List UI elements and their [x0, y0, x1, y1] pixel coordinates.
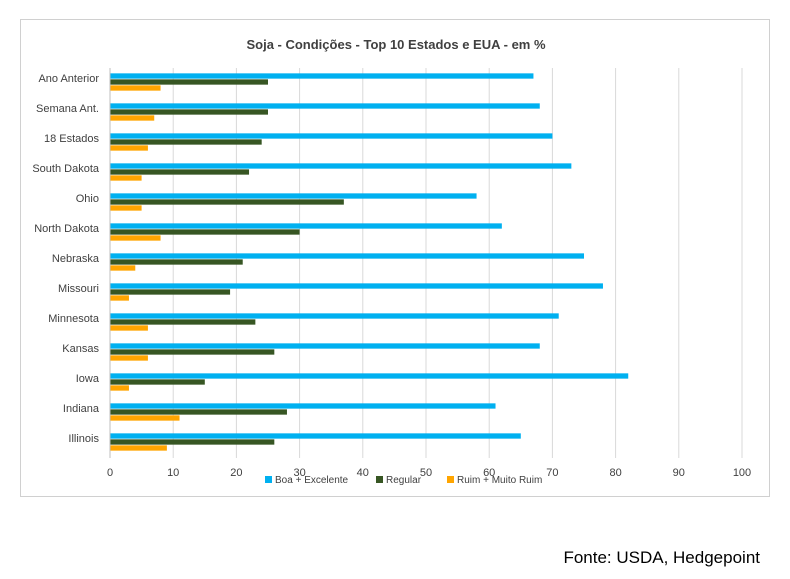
bar-ruim-muito-ruim — [110, 325, 148, 331]
bar-ruim-muito-ruim — [110, 205, 142, 211]
bar-ruim-muito-ruim — [110, 85, 161, 91]
bar-regular — [110, 439, 275, 445]
bar-boa-excelente — [110, 193, 477, 199]
x-tick-label: 30 — [293, 467, 305, 479]
bar-boa-excelente — [110, 253, 584, 259]
x-tick-label: 0 — [107, 467, 113, 479]
y-category-label: Indiana — [63, 403, 100, 415]
legend-swatch — [265, 476, 272, 483]
bar-ruim-muito-ruim — [110, 355, 148, 361]
x-tick-label: 40 — [357, 467, 369, 479]
y-category-label: Iowa — [76, 373, 100, 385]
bar-regular — [110, 229, 300, 235]
bar-boa-excelente — [110, 103, 540, 109]
y-category-label: Ano Anterior — [38, 73, 99, 85]
bar-ruim-muito-ruim — [110, 235, 161, 241]
y-category-label: Minnesota — [48, 313, 100, 325]
y-category-label: Ohio — [76, 193, 99, 205]
y-category-label: Missouri — [58, 283, 99, 295]
bar-boa-excelente — [110, 163, 572, 169]
bar-boa-excelente — [110, 403, 496, 409]
x-tick-label: 50 — [420, 467, 432, 479]
x-tick-label: 60 — [483, 467, 495, 479]
bar-regular — [110, 289, 231, 295]
chart-title: Soja - Condições - Top 10 Estados e EUA … — [246, 37, 545, 52]
bar-regular — [110, 319, 256, 325]
bar-regular — [110, 109, 268, 115]
x-tick-label: 20 — [230, 467, 242, 479]
bar-regular — [110, 379, 205, 385]
bar-regular — [110, 79, 268, 85]
bar-regular — [110, 349, 275, 355]
y-category-label: 18 Estados — [44, 133, 100, 145]
x-tick-label: 100 — [733, 467, 751, 479]
bar-regular — [110, 169, 250, 175]
x-tick-label: 70 — [546, 467, 558, 479]
bar-ruim-muito-ruim — [110, 175, 142, 181]
bar-regular — [110, 139, 262, 145]
bar-ruim-muito-ruim — [110, 265, 136, 271]
legend-label: Boa + Excelente — [275, 475, 349, 486]
legend-label: Ruim + Muito Ruim — [457, 475, 542, 486]
bar-ruim-muito-ruim — [110, 295, 129, 301]
y-category-label: Nebraska — [52, 253, 100, 265]
bar-boa-excelente — [110, 283, 603, 289]
x-tick-label: 10 — [167, 467, 179, 479]
bar-boa-excelente — [110, 343, 540, 349]
bar-ruim-muito-ruim — [110, 385, 129, 391]
legend-label: Regular — [386, 475, 422, 486]
x-tick-label: 90 — [673, 467, 685, 479]
bar-ruim-muito-ruim — [110, 415, 180, 421]
legend-swatch — [447, 476, 454, 483]
bar-boa-excelente — [110, 223, 502, 229]
bar-regular — [110, 199, 344, 205]
x-tick-label: 80 — [609, 467, 621, 479]
chart-frame: Soja - Condições - Top 10 Estados e EUA … — [20, 19, 770, 497]
bar-boa-excelente — [110, 313, 559, 319]
bar-boa-excelente — [110, 73, 534, 79]
bar-boa-excelente — [110, 433, 521, 439]
y-category-label: North Dakota — [34, 223, 100, 235]
bar-ruim-muito-ruim — [110, 115, 155, 121]
bar-chart: Soja - Condições - Top 10 Estados e EUA … — [32, 37, 751, 486]
bar-boa-excelente — [110, 133, 553, 139]
bar-regular — [110, 409, 287, 415]
y-category-label: Illinois — [68, 433, 99, 445]
bar-boa-excelente — [110, 373, 629, 379]
y-category-label: Semana Ant. — [36, 103, 99, 115]
y-category-label: South Dakota — [32, 163, 100, 175]
bar-ruim-muito-ruim — [110, 145, 148, 151]
y-category-label: Kansas — [62, 343, 99, 355]
bar-regular — [110, 259, 243, 265]
legend-swatch — [376, 476, 383, 483]
bar-ruim-muito-ruim — [110, 445, 167, 451]
source-credit: Fonte: USDA, Hedgepoint — [563, 548, 760, 567]
